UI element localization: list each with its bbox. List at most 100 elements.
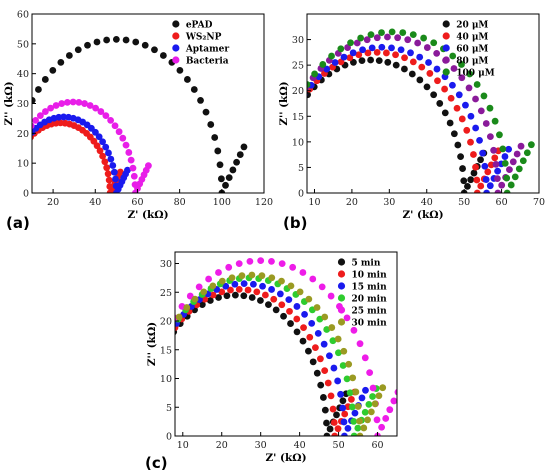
data-point <box>321 367 329 375</box>
data-point <box>107 155 115 163</box>
data-point <box>246 257 254 265</box>
data-point <box>184 76 191 83</box>
data-point <box>505 145 513 153</box>
data-point <box>388 28 396 36</box>
data-point <box>491 117 499 125</box>
data-point <box>209 291 217 299</box>
data-point <box>346 389 354 397</box>
data-point <box>299 337 307 345</box>
data-point <box>329 405 337 413</box>
data-point <box>253 288 261 296</box>
x-tick-label: 40 <box>294 440 306 451</box>
y-tick-label: 60 <box>17 10 29 21</box>
data-point <box>334 377 342 385</box>
data-point <box>328 52 335 60</box>
y-axis-label: Z'' (kΩ) <box>146 322 158 366</box>
x-tick-label: 30 <box>383 197 395 208</box>
data-point <box>277 153 284 160</box>
data-point <box>8 183 15 190</box>
data-point <box>141 419 148 426</box>
data-point <box>305 295 313 303</box>
data-point <box>316 355 324 363</box>
data-point <box>371 400 379 408</box>
legend-label: 80 μM <box>456 57 488 67</box>
y-tick-label: 25 <box>160 288 172 299</box>
data-point <box>289 263 297 271</box>
data-point <box>36 112 44 120</box>
data-point <box>357 34 365 42</box>
data-point <box>109 162 117 169</box>
data-point <box>361 408 369 416</box>
data-point <box>321 313 329 321</box>
x-tick-label: 60 <box>496 197 508 208</box>
data-point <box>340 418 348 426</box>
data-point <box>501 160 509 167</box>
x-tick-label: 20 <box>216 440 228 451</box>
data-point <box>358 394 366 402</box>
legend-marker <box>442 44 450 52</box>
data-point <box>486 182 494 190</box>
data-point <box>472 95 479 103</box>
data-point <box>327 292 335 300</box>
data-point <box>147 380 154 387</box>
x-tick-label: 80 <box>174 197 186 208</box>
data-point <box>472 163 479 171</box>
data-point <box>274 190 281 197</box>
data-point <box>274 176 281 183</box>
data-point <box>365 400 373 408</box>
data-point <box>60 113 68 121</box>
data-point <box>441 85 448 93</box>
data-point <box>506 166 513 174</box>
data-point <box>145 162 152 170</box>
data-point <box>507 181 515 189</box>
panel-b: 10 20 30 40 50 60 70 0 5 10 15 20 25 30 Z' (kΩ) Z'' (kΩ… <box>274 13 545 232</box>
data-point <box>479 149 487 157</box>
data-point <box>281 133 288 140</box>
data-point <box>401 65 408 73</box>
data-point <box>8 181 15 188</box>
y-axis-label: Z'' (kΩ) <box>278 81 290 125</box>
data-point <box>240 280 248 288</box>
data-point <box>363 36 371 44</box>
data-point <box>63 99 71 106</box>
data-point <box>503 189 511 193</box>
data-point <box>132 38 140 46</box>
data-point <box>164 327 171 334</box>
data-point <box>278 277 285 285</box>
data-point <box>494 189 502 193</box>
data-point <box>293 315 301 323</box>
data-point <box>517 142 525 150</box>
data-point <box>9 170 16 177</box>
data-point <box>350 432 358 436</box>
data-point <box>407 49 414 57</box>
data-point <box>467 112 475 120</box>
data-point <box>140 433 147 440</box>
data-point <box>99 152 107 160</box>
data-point <box>423 83 431 91</box>
y-tick-label: 10 <box>292 137 304 148</box>
data-point <box>197 97 204 104</box>
data-point <box>379 384 387 392</box>
legend-label: Bacteria <box>186 57 229 67</box>
data-point <box>52 102 60 109</box>
legend-label: 20 min <box>352 295 388 305</box>
x-axis-label: Z' (kΩ) <box>127 209 168 221</box>
data-point <box>321 406 329 414</box>
data-point <box>482 120 490 127</box>
legend-marker <box>172 20 180 28</box>
data-point <box>291 105 298 112</box>
data-point <box>373 416 381 424</box>
legend-marker <box>337 294 346 302</box>
data-point <box>501 153 509 160</box>
data-point <box>309 358 317 366</box>
data-point <box>75 99 83 106</box>
y-tick-label: 0 <box>23 189 29 200</box>
data-point <box>366 369 374 377</box>
data-point <box>111 122 119 130</box>
data-point <box>447 94 455 102</box>
data-point <box>141 416 148 423</box>
data-point <box>458 61 465 68</box>
y-tick-label: 50 <box>17 39 29 50</box>
